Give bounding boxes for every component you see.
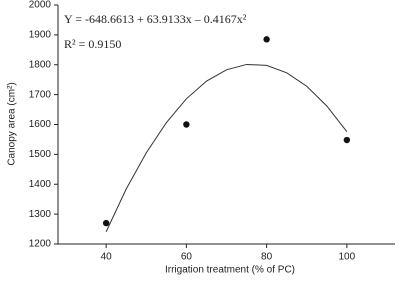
x-axis-label: Irrigation treatment (% of PC) xyxy=(165,265,295,276)
y-tick-label: 1300 xyxy=(29,209,52,220)
y-tick-label: 1400 xyxy=(29,179,52,190)
y-tick-label: 1200 xyxy=(29,239,52,250)
y-tick-label: 1800 xyxy=(29,59,52,70)
data-point xyxy=(102,219,110,227)
y-axis-label: Canopy area (cm²) xyxy=(7,82,18,165)
data-point xyxy=(263,36,270,43)
x-tick-label: 80 xyxy=(261,252,273,263)
x-tick-label: 60 xyxy=(181,252,193,263)
data-point xyxy=(183,121,190,128)
data-point xyxy=(343,136,351,144)
x-tick-label: 40 xyxy=(101,252,113,263)
y-tick-label: 2000 xyxy=(29,0,52,11)
y-tick-label: 1700 xyxy=(29,89,52,100)
y-tick-label: 1600 xyxy=(29,119,52,130)
y-tick-label: 1900 xyxy=(29,30,52,41)
r-squared: R² = 0.9150 xyxy=(64,37,121,51)
fit-curve xyxy=(105,63,348,232)
x-tick-label: 100 xyxy=(339,252,356,263)
equation: Y = -648.6613 + 63.9133x – 0.4167x² xyxy=(64,12,247,26)
y-tick-label: 1500 xyxy=(29,149,52,160)
